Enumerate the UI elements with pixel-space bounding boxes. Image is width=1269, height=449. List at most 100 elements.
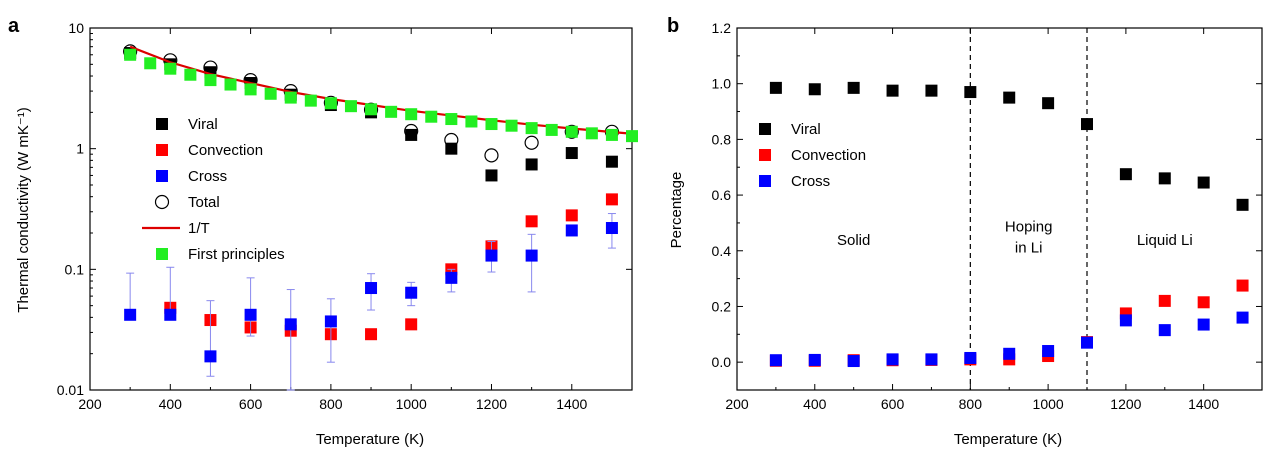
panel-a-cross-point: [324, 315, 337, 328]
panel-a-legend-viral-label: Viral: [188, 116, 218, 133]
panel-b-legend-viral-label: Viral: [791, 121, 821, 138]
panel-a-legend-1-t-label: 1/T: [188, 220, 210, 237]
panel-a-cross-point: [405, 286, 418, 299]
panel-b-viral-point: [769, 81, 782, 94]
panel-a-convection-point: [365, 328, 378, 341]
panel-b-cross-point: [925, 353, 938, 366]
panel-a-total-point: [363, 102, 379, 117]
panel-b-x-tick-label: 600: [881, 396, 905, 412]
panel-a-legend-cross-label: Cross: [188, 168, 227, 185]
panel-a-x-tick-label: 1400: [556, 396, 587, 412]
panel-b-label: b: [667, 15, 679, 37]
panel-a-first-principles-point: [344, 100, 357, 113]
panel-b-x-tick-label: 400: [803, 396, 827, 412]
panel-a-x-tick-label: 800: [319, 396, 343, 412]
panel-a-legend-total-label: Total: [188, 194, 220, 211]
panel-b-chart: b Temperature (K) Percentage 200 400 600 80…: [667, 15, 1263, 448]
panel-a-first-principles-point: [545, 123, 558, 136]
panel-a-x-tick-label: 1000: [396, 396, 427, 412]
panel-a-first-principles-point: [304, 94, 317, 107]
panel-a-cross-point: [485, 249, 498, 262]
panel-b-cross-point: [886, 353, 899, 366]
panel-a-first-principles-point: [525, 122, 538, 135]
panel-a-cross-point: [284, 318, 297, 331]
panel-a-first-principles-point: [425, 110, 438, 123]
panel-a-viral-point: [525, 158, 538, 171]
panel-b-cross-point: [808, 353, 821, 366]
panel-a-first-principles-point: [585, 127, 598, 140]
panel-a-legend-first-principles-label: First principles: [188, 246, 285, 263]
panel-a-viral-point: [565, 147, 578, 160]
panel-b-legend-convection-label: Convection: [791, 147, 866, 164]
panel-b-viral-series: [769, 81, 1249, 211]
panel-a-first-principles-point: [284, 91, 297, 104]
panel-a-y-axis-label: Thermal conductivity (W mK⁻¹): [15, 107, 32, 312]
panel-b-region-label: Liquid Li: [1137, 232, 1193, 249]
panel-b-cross-point: [769, 354, 782, 367]
panel-a-legend-viral-marker: [156, 118, 168, 130]
panel-b-cross-point: [847, 355, 860, 368]
panel-a-convection-point: [525, 215, 538, 228]
panel-a-y-tick-label: 0.01: [57, 382, 84, 398]
panel-b-cross-point: [1003, 347, 1016, 360]
panel-b-viral-point: [964, 86, 977, 99]
panel-a-cross-point: [605, 222, 618, 235]
panel-b-viral-point: [925, 84, 938, 97]
panel-a-x-tick-label: 400: [159, 396, 183, 412]
panel-b-x-tick-label: 1000: [1033, 396, 1064, 412]
panel-b-convection-point: [1158, 294, 1171, 307]
panel-b-legend-viral-marker: [759, 123, 771, 135]
panel-a-convection-point: [605, 193, 618, 206]
panel-a-x-tick-label: 200: [78, 396, 102, 412]
panel-b-y-tick-label: 1.2: [712, 20, 732, 36]
panel-b-y-axis-label: Percentage: [668, 172, 685, 249]
panel-a-x-tick-label: 1200: [476, 396, 507, 412]
panel-b-viral-point: [1042, 97, 1055, 110]
panel-a-chart: a Temperature (K) Thermal conductivity (…: [8, 15, 638, 448]
panel-b-viral-point: [1119, 168, 1132, 181]
panel-b-viral-point: [1081, 118, 1093, 131]
panel-a-first-principles-point: [144, 57, 157, 70]
panel-a-legend-convection-marker: [156, 144, 168, 156]
panel-b-x-tick-label: 800: [959, 396, 983, 412]
panel-a-first-principles-point: [605, 128, 618, 141]
panel-a-legend: Viral Convection Cross Total 1/T First princi…: [142, 116, 285, 263]
panel-a-first-principles-point: [244, 83, 257, 96]
panel-a-viral-point: [605, 155, 618, 168]
panel-a-convection-point: [405, 318, 418, 331]
panel-b-viral-point: [1003, 91, 1016, 104]
panel-a-total-point: [404, 123, 419, 139]
panel-b-viral-point: [1158, 172, 1171, 185]
panel-b-y-tick-label: 0.8: [712, 131, 732, 147]
panel-a-total-point: [323, 95, 338, 110]
panel-a-first-principles-point: [445, 113, 458, 126]
panel-a-cross-point: [365, 282, 378, 295]
panel-a-first-principles-point: [324, 97, 337, 110]
panel-a-first-principles-series: [124, 48, 638, 143]
panel-b-y-tick-label: 0.4: [712, 243, 732, 259]
panel-b-viral-point: [1197, 176, 1210, 189]
panel-b-viral-point: [1236, 198, 1249, 211]
panel-a-legend-convection-label: Convection: [188, 142, 263, 159]
panel-b-x-axis-label: Temperature (K): [954, 431, 1062, 448]
panel-a-y-tick-label: 1: [76, 141, 84, 157]
panel-a-first-principles-point: [204, 74, 217, 87]
panel-a-convection-point: [565, 209, 578, 222]
panel-a-first-principles-point: [164, 62, 177, 75]
panel-b-cross-point: [1042, 345, 1055, 358]
panel-a-legend-cross-marker: [156, 170, 168, 182]
panel-a-first-principles-point: [405, 108, 418, 121]
panel-b-convection-point: [1236, 279, 1249, 292]
panel-a-first-principles-point: [626, 130, 638, 143]
panel-b-region-label: Solid: [837, 232, 870, 249]
panel-a-legend-total-marker: [154, 194, 170, 210]
panel-a-label: a: [8, 15, 20, 37]
panel-b-x-tick-label: 200: [725, 396, 749, 412]
panel-b-y-tick-label: 0.6: [712, 187, 732, 203]
panel-a-first-principles-point: [124, 48, 137, 61]
panel-a-cross-series: [124, 213, 618, 391]
panel-a-convection-series: [164, 193, 618, 341]
panel-a-cross-point: [244, 308, 257, 321]
panel-b-cross-series: [769, 311, 1249, 368]
